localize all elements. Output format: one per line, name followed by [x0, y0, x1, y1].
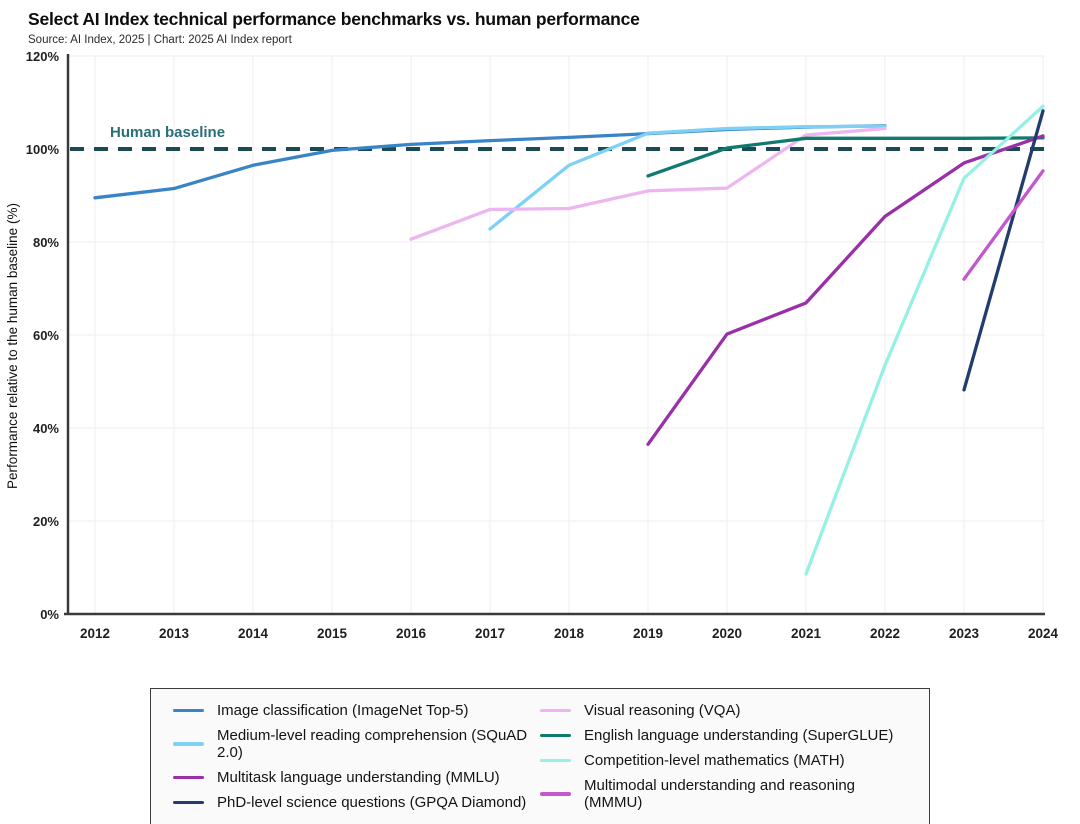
legend-label: Competition-level mathematics (MATH) [584, 752, 845, 769]
y-tick-label: 100% [26, 142, 60, 157]
legend-item: English language understanding (SuperGLU… [540, 727, 907, 744]
legend-item: Visual reasoning (VQA) [540, 702, 907, 719]
legend-label: Image classification (ImageNet Top-5) [217, 702, 469, 719]
series-line-3 [646, 136, 1045, 178]
chart-title: Select AI Index technical performance be… [28, 9, 640, 29]
series-line-5 [962, 109, 1045, 392]
y-tick-label: 0% [40, 607, 59, 622]
series-line-4 [646, 134, 1045, 446]
legend-item: Medium-level reading comprehension (SQuA… [173, 727, 540, 761]
series-line-6 [804, 104, 1045, 576]
legend-item: Image classification (ImageNet Top-5) [173, 702, 540, 719]
legend-label: Medium-level reading comprehension (SQuA… [217, 727, 528, 761]
x-tick-label: 2012 [80, 626, 110, 641]
legend-column-1: Image classification (ImageNet Top-5) Me… [173, 702, 540, 811]
x-tick-label: 2024 [1028, 626, 1059, 641]
legend-swatch-icon [540, 733, 571, 738]
chart-header: Select AI Index technical performance be… [0, 0, 1080, 46]
human-baseline-label: Human baseline [110, 124, 225, 141]
legend-swatch-icon [540, 708, 571, 713]
chart-source: Source: AI Index, 2025 | Chart: 2025 AI … [28, 34, 292, 46]
y-tick-label: 60% [33, 328, 59, 343]
x-tick-label: 2023 [949, 626, 980, 641]
x-tick-label: 2021 [791, 626, 822, 641]
x-tick-label: 2015 [317, 626, 348, 641]
x-tick-label: 2013 [159, 626, 190, 641]
legend-label: PhD-level science questions (GPQA Diamon… [217, 794, 527, 811]
legend-item: Multitask language understanding (MMLU) [173, 769, 540, 786]
x-tick-label: 2016 [396, 626, 427, 641]
x-tick-label: 2022 [870, 626, 900, 641]
x-tick-label: 2019 [633, 626, 663, 641]
y-tick-label: 40% [33, 421, 59, 436]
y-tick-label: 80% [33, 235, 59, 250]
x-tick-label: 2018 [554, 626, 585, 641]
axes [64, 54, 1045, 616]
legend-item: Competition-level mathematics (MATH) [540, 752, 907, 769]
legend-label: Visual reasoning (VQA) [584, 702, 741, 719]
legend-label: Multitask language understanding (MMLU) [217, 769, 500, 786]
legend-column-2: Visual reasoning (VQA) English language … [540, 702, 907, 811]
legend-item: PhD-level science questions (GPQA Diamon… [173, 794, 540, 811]
legend-item: Multimodal understanding and reasoning (… [540, 777, 907, 811]
legend-swatch-icon [173, 800, 204, 805]
x-tick-label: 2020 [712, 626, 742, 641]
legend-swatch-icon [540, 758, 571, 763]
legend-swatch-icon [540, 792, 571, 796]
y-tick-label: 20% [33, 514, 59, 529]
y-tick-label: 120% [26, 49, 60, 64]
line-chart: 0%20%40%60%80%100%120% 2012 2013 2014 2015 2… [5, 49, 1059, 641]
series-line-2 [409, 126, 887, 241]
legend-swatch-icon [173, 775, 204, 780]
x-tick-label: 2014 [238, 626, 269, 641]
x-tick-label: 2017 [475, 626, 505, 641]
series-line-7 [962, 169, 1045, 281]
legend-label: Multimodal understanding and reasoning (… [584, 777, 856, 811]
legend-swatch-icon [173, 742, 204, 746]
legend: Image classification (ImageNet Top-5) Me… [150, 688, 930, 824]
legend-swatch-icon [173, 708, 204, 713]
y-axis-title: Performance relative to the human baseli… [5, 203, 20, 489]
series-line-1 [488, 124, 887, 231]
series-lines [93, 104, 1045, 576]
legend-label: English language understanding (SuperGLU… [584, 727, 894, 744]
x-tick-labels: 2012 2013 2014 2015 2016 2017 2018 2019 2020 2021… [80, 626, 1059, 641]
y-tick-labels: 0% 20% 40% 60% 80% 100% 120% [26, 49, 60, 622]
